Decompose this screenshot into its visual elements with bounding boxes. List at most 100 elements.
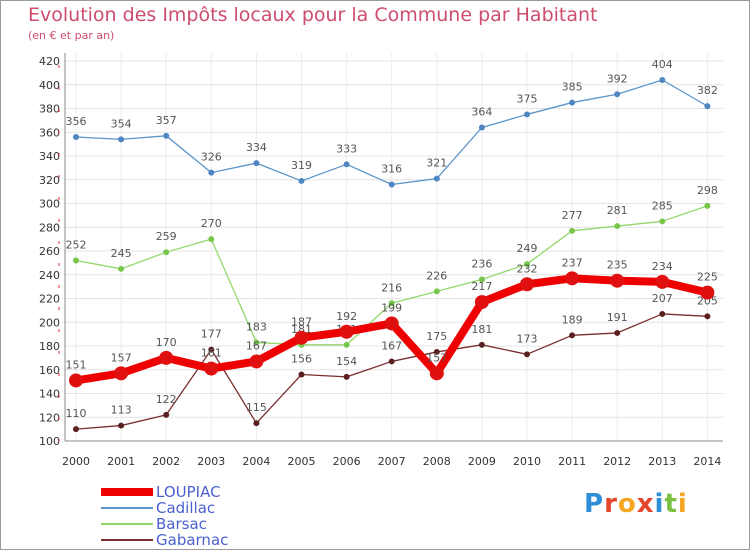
data-point-barsac <box>524 261 530 268</box>
data-label-cadillac: 321 <box>426 157 447 170</box>
x-tick-label: 2001 <box>107 455 135 468</box>
data-label-cadillac: 385 <box>562 81 583 94</box>
data-label-barsac: 270 <box>201 217 222 230</box>
y-tick-label: 160 <box>39 364 60 377</box>
data-point-gabarnac <box>298 371 305 378</box>
data-label-gabarnac: 181 <box>471 323 492 336</box>
y-tick-label: 100 <box>39 435 60 448</box>
data-point-gabarnac <box>388 358 395 365</box>
data-label-loupiac: 187 <box>291 316 312 329</box>
y-tick-label: 340 <box>39 150 60 163</box>
data-point-cadillac <box>343 161 350 168</box>
data-point-loupiac <box>700 285 715 300</box>
data-label-loupiac: 199 <box>381 301 402 314</box>
data-point-barsac <box>569 227 576 234</box>
x-tick-label: 2013 <box>648 455 676 468</box>
y-tick-label: 200 <box>39 316 60 329</box>
data-point-loupiac <box>655 274 670 289</box>
data-label-cadillac: 319 <box>291 159 312 172</box>
x-tick-label: 2002 <box>152 455 180 468</box>
data-point-barsac <box>433 288 440 295</box>
data-label-barsac: 298 <box>697 184 718 197</box>
data-label-gabarnac: 156 <box>291 353 312 366</box>
data-label-gabarnac: 167 <box>381 339 402 352</box>
data-point-loupiac <box>159 350 174 365</box>
data-point-barsac <box>659 218 666 225</box>
data-label-cadillac: 404 <box>652 58 673 71</box>
x-tick-label: 2012 <box>603 455 631 468</box>
data-point-loupiac <box>114 366 129 381</box>
data-label-loupiac: 167 <box>246 339 267 352</box>
y-tick-label: 220 <box>39 293 60 306</box>
data-label-loupiac: 237 <box>562 256 583 269</box>
data-label-loupiac: 234 <box>652 260 673 273</box>
data-label-gabarnac: 113 <box>111 404 132 417</box>
data-point-gabarnac <box>614 329 621 336</box>
data-point-barsac <box>208 236 215 243</box>
data-label-gabarnac: 191 <box>607 311 628 324</box>
data-label-gabarnac: 207 <box>652 292 673 305</box>
data-point-barsac <box>704 202 711 209</box>
data-point-cadillac <box>163 132 170 139</box>
data-point-gabarnac <box>524 351 530 358</box>
data-label-cadillac: 334 <box>246 141 267 154</box>
x-tick-label: 2011 <box>558 455 586 468</box>
data-label-cadillac: 392 <box>607 72 628 85</box>
data-label-cadillac: 354 <box>111 117 132 130</box>
data-point-cadillac <box>118 136 125 143</box>
data-label-barsac: 216 <box>381 281 402 294</box>
data-label-loupiac: 217 <box>471 280 492 293</box>
x-tick-label: 2005 <box>288 455 316 468</box>
y-tick-label: 120 <box>39 411 60 424</box>
data-point-cadillac <box>614 91 621 98</box>
data-point-cadillac <box>208 169 215 176</box>
data-label-barsac: 285 <box>652 199 673 212</box>
data-label-loupiac: 192 <box>336 310 357 323</box>
data-point-gabarnac <box>343 373 350 380</box>
data-point-loupiac <box>565 271 580 286</box>
data-label-cadillac: 382 <box>697 84 718 97</box>
y-tick-label: 300 <box>39 198 60 211</box>
data-label-loupiac: 151 <box>66 358 87 371</box>
data-point-cadillac <box>569 99 576 106</box>
data-point-loupiac <box>384 316 399 331</box>
data-label-barsac: 249 <box>517 242 538 255</box>
data-label-barsac: 236 <box>471 258 492 271</box>
data-label-barsac: 226 <box>426 269 447 282</box>
y-tick-label: 260 <box>39 245 60 258</box>
data-label-gabarnac: 177 <box>201 328 222 341</box>
data-point-gabarnac <box>433 348 440 355</box>
data-label-loupiac: 170 <box>156 336 177 349</box>
proxiti-logo: Proxiti <box>584 489 688 519</box>
data-point-loupiac <box>429 366 444 381</box>
data-point-loupiac <box>69 373 83 388</box>
data-label-gabarnac: 173 <box>517 332 538 345</box>
y-tick-label: 320 <box>39 174 60 187</box>
y-tick-label: 400 <box>39 79 60 92</box>
x-tick-label: 2004 <box>242 455 270 468</box>
data-point-cadillac <box>433 175 440 182</box>
data-label-barsac: 259 <box>156 230 177 243</box>
y-tick-label: 360 <box>39 126 60 139</box>
legend-swatch-loupiac <box>101 488 153 496</box>
data-label-gabarnac: 115 <box>246 401 267 414</box>
data-label-gabarnac: 175 <box>426 330 447 343</box>
data-label-loupiac: 232 <box>517 262 538 275</box>
data-point-gabarnac <box>478 341 485 348</box>
data-point-barsac <box>343 341 350 348</box>
legend-label-barsac: Barsac <box>156 515 207 533</box>
data-point-loupiac <box>339 324 354 339</box>
x-tick-label: 2009 <box>468 455 496 468</box>
data-label-gabarnac: 205 <box>697 294 718 307</box>
data-point-cadillac <box>659 77 666 83</box>
data-point-cadillac <box>478 124 485 131</box>
data-point-gabarnac <box>569 332 576 339</box>
data-point-barsac <box>73 257 79 264</box>
data-label-loupiac: 225 <box>697 271 718 284</box>
data-point-barsac <box>118 265 125 272</box>
data-label-loupiac: 235 <box>607 259 628 272</box>
data-point-gabarnac <box>253 420 260 427</box>
x-tick-label: 2014 <box>693 455 721 468</box>
data-label-cadillac: 375 <box>517 92 538 105</box>
